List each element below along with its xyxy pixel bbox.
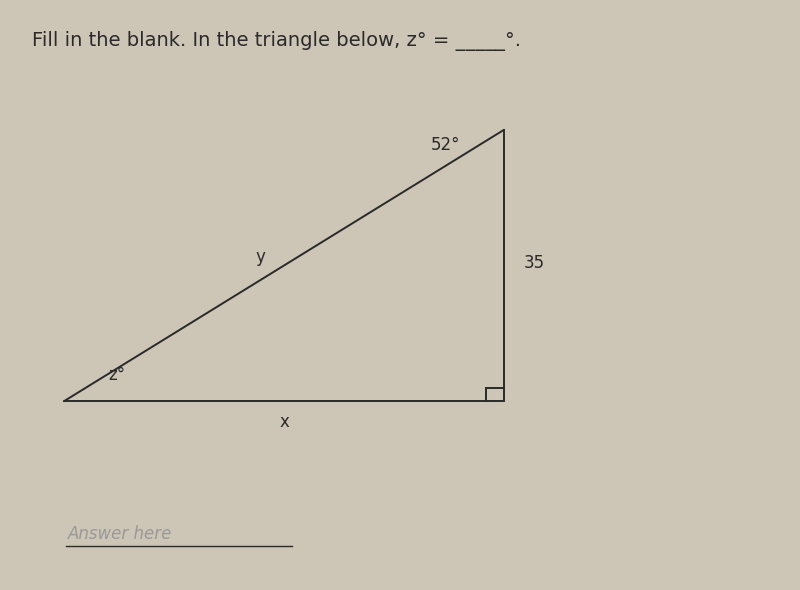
Text: z°: z° [108,366,125,384]
Text: Fill in the blank. In the triangle below, z° = _____°.: Fill in the blank. In the triangle below… [32,31,521,51]
Text: y: y [255,248,265,266]
Text: 52°: 52° [430,136,460,153]
Text: x: x [279,413,289,431]
Text: Answer here: Answer here [68,525,172,543]
Text: 35: 35 [524,254,545,271]
